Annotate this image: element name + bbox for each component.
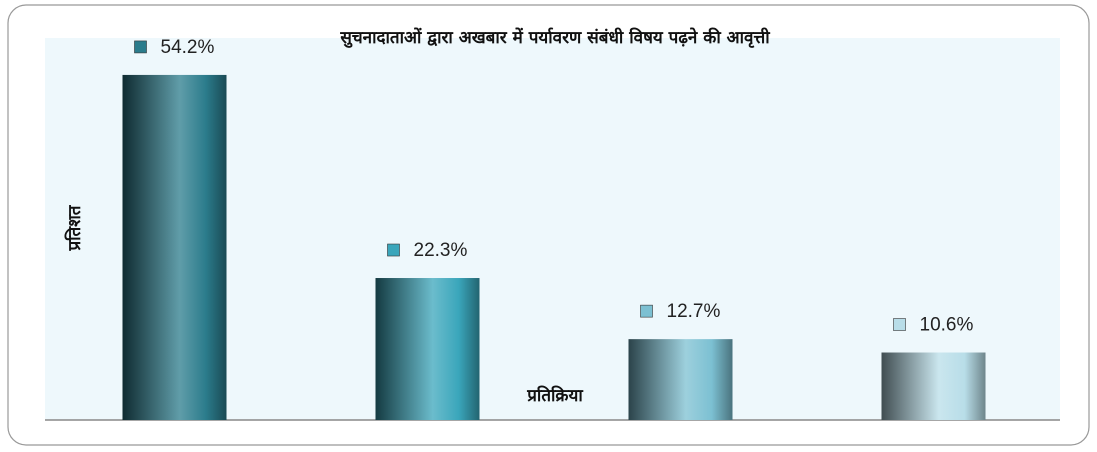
data-label: 12.7%	[667, 301, 721, 322]
y-axis-label: प्रतिशत	[64, 204, 85, 251]
legend-swatch	[893, 318, 906, 331]
x-axis-label: प्रतिक्रिया	[526, 385, 583, 406]
data-label: 10.6%	[920, 315, 974, 336]
legend-swatch	[387, 243, 400, 257]
legend-swatch	[640, 304, 653, 318]
data-label: 54.2%	[161, 37, 215, 58]
bar	[881, 352, 986, 420]
bar	[122, 74, 227, 420]
bar	[375, 278, 480, 420]
legend-swatch	[134, 40, 147, 54]
chart-title: सुचनादाताओं द्वारा अखबार में पर्यावरण सं…	[339, 27, 770, 48]
bar	[628, 339, 733, 420]
data-label: 22.3%	[414, 240, 468, 261]
